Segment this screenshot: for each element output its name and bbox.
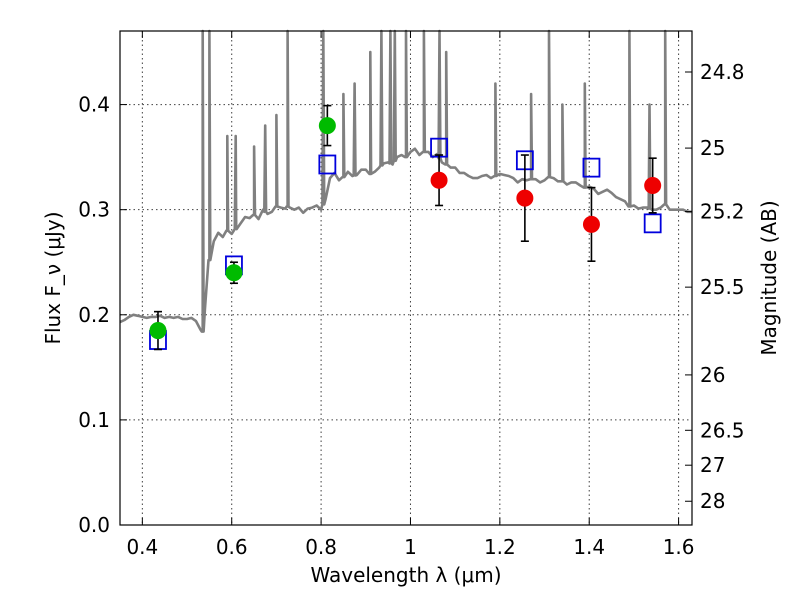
- x-tick-label: 0.4: [126, 535, 158, 559]
- observed-point-red: [430, 171, 448, 189]
- plot-frame: [119, 30, 693, 526]
- y-tick-label: 0.2: [78, 303, 110, 327]
- mag-tick-label: 24.8: [700, 60, 745, 84]
- mag-tick-label: 26.5: [700, 418, 745, 442]
- x-tick-label: 0.8: [305, 535, 337, 559]
- mag-tick-label: 25.5: [700, 275, 745, 299]
- mag-tick-label: 27: [700, 453, 725, 477]
- plot-area: [119, 29, 692, 351]
- x-tick-label: 0.6: [216, 535, 248, 559]
- x-tick-label: 1.4: [573, 535, 605, 559]
- mag-tick-label: 25: [700, 136, 725, 160]
- observed-point-green: [318, 117, 336, 135]
- observed-point-red: [516, 189, 534, 207]
- mag-tick-label: 25.2: [700, 200, 745, 224]
- observed-point-red: [644, 177, 662, 195]
- y-tick-label: 0.0: [78, 513, 110, 537]
- model-photometry-square: [582, 157, 601, 178]
- observed-point-red: [582, 215, 600, 233]
- y-tick-label: 0.1: [78, 408, 110, 432]
- axis-ticks: 0.4 0.6 0.8 1 1.2 1.4 1.6 0.0 0.1 0.2 0.3 0.4 24.8 25…: [78, 31, 745, 559]
- y-axis-title: Flux F_ν (μJy): [41, 211, 65, 344]
- x-tick-label: 1: [404, 535, 417, 559]
- mag-tick-label: 28: [700, 489, 725, 513]
- observed-point-green: [149, 322, 167, 340]
- right-axis-title: Magnitude (AB): [757, 200, 781, 355]
- y-tick-label: 0.3: [78, 198, 110, 222]
- spectrum-line: [119, 29, 692, 333]
- x-tick-label: 1.2: [484, 535, 516, 559]
- mag-tick-label: 26: [700, 363, 725, 387]
- model-photometry-square: [318, 154, 337, 175]
- model-photometry-square: [643, 213, 662, 234]
- x-tick-label: 1.6: [663, 535, 695, 559]
- x-axis-title: Wavelength λ (μm): [310, 563, 501, 587]
- observed-point-green: [225, 264, 243, 282]
- y-tick-label: 0.4: [78, 93, 110, 117]
